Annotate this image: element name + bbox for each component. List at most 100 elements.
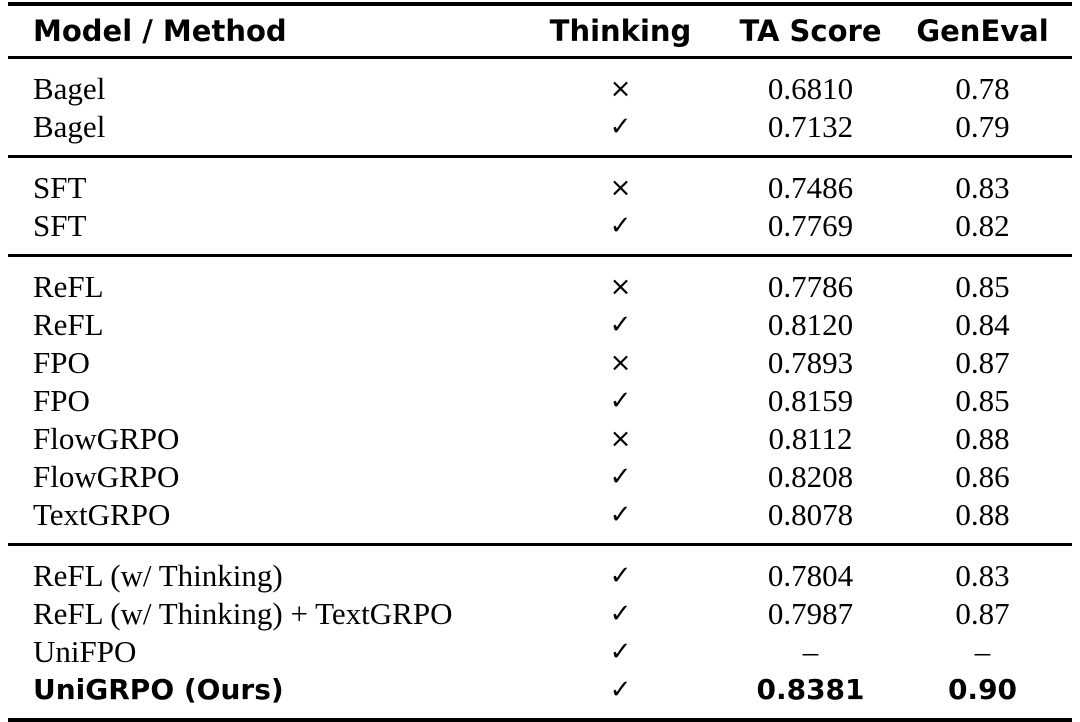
thinking-cell: ×	[513, 419, 728, 457]
section-ours: ReFL (w/ Thinking) ✓ 0.7804 0.83 ReFL (w…	[8, 545, 1072, 721]
geneval-cell: 0.87	[955, 595, 1010, 631]
ta-score-cell: 0.7987	[767, 595, 854, 631]
ta-score-cell: 0.8381	[756, 672, 865, 706]
model-cell: Bagel	[33, 70, 106, 106]
geneval-cell: 0.84	[955, 306, 1010, 342]
check-icon: ✓	[609, 561, 632, 591]
thinking-cell: ✓	[513, 107, 728, 157]
table-row: SFT × 0.7486 0.83	[8, 157, 1072, 207]
ta-score-cell: 0.7804	[767, 557, 854, 593]
header-ta-score: TA Score	[739, 14, 882, 48]
model-cell: FPO	[33, 382, 90, 418]
thinking-cell: ✓	[513, 594, 728, 632]
check-icon: ✓	[609, 462, 632, 492]
ta-score-cell: 0.8112	[768, 420, 853, 456]
geneval-cell: 0.87	[955, 344, 1010, 380]
section-baselines: ReFL × 0.7786 0.85 ReFL ✓ 0.8120 0.84 FP…	[8, 256, 1072, 545]
header-thinking: Thinking	[549, 14, 692, 48]
check-icon: ✓	[609, 310, 632, 340]
geneval-cell: 0.78	[955, 70, 1010, 106]
table-row: ReFL × 0.7786 0.85	[8, 256, 1072, 306]
geneval-cell: 0.83	[955, 557, 1010, 593]
check-icon: ✓	[609, 211, 632, 241]
cross-icon: ×	[609, 173, 632, 203]
thinking-cell: ✓	[513, 305, 728, 343]
ta-score-cell: 0.7769	[767, 207, 854, 243]
model-cell: Bagel	[33, 108, 106, 144]
table-row: ReFL ✓ 0.8120 0.84	[8, 305, 1072, 343]
model-cell: FlowGRPO	[33, 420, 180, 456]
table-row: FlowGRPO × 0.8112 0.88	[8, 419, 1072, 457]
cross-icon: ×	[609, 424, 632, 454]
table-row: ReFL (w/ Thinking) ✓ 0.7804 0.83	[8, 545, 1072, 595]
thinking-cell: ✓	[513, 381, 728, 419]
model-cell: SFT	[33, 207, 87, 243]
geneval-cell: 0.83	[955, 169, 1010, 205]
check-icon: ✓	[609, 637, 632, 667]
results-table: Model / Method Thinking TA Score GenEval…	[8, 2, 1072, 722]
thinking-cell: ×	[513, 58, 728, 108]
model-cell: ReFL (w/ Thinking)	[33, 557, 283, 593]
table-row: TextGRPO ✓ 0.8078 0.88	[8, 495, 1072, 545]
geneval-cell: 0.88	[955, 496, 1010, 532]
geneval-dash: –	[974, 633, 991, 669]
ta-score-cell: 0.8078	[767, 496, 854, 532]
thinking-cell: ✓	[513, 632, 728, 670]
table-row: UniFPO ✓ – –	[8, 632, 1072, 670]
geneval-cell: 0.82	[955, 207, 1010, 243]
geneval-cell: 0.85	[955, 268, 1010, 304]
cross-icon: ×	[609, 74, 632, 104]
check-icon: ✓	[609, 112, 632, 142]
check-icon: ✓	[609, 599, 632, 629]
table-row: FlowGRPO ✓ 0.8208 0.86	[8, 457, 1072, 495]
ta-score-cell: 0.7132	[767, 108, 854, 144]
check-icon: ✓	[609, 500, 632, 530]
table-row: Bagel ✓ 0.7132 0.79	[8, 107, 1072, 157]
model-cell: FPO	[33, 344, 90, 380]
table-row: FPO ✓ 0.8159 0.85	[8, 381, 1072, 419]
table-row-ours: UniGRPO (Ours) ✓ 0.8381 0.90	[8, 670, 1072, 720]
cross-icon: ×	[609, 348, 632, 378]
geneval-cell: 0.79	[955, 108, 1010, 144]
ta-score-cell: 0.7786	[767, 268, 854, 304]
geneval-cell: 0.90	[947, 672, 1018, 706]
table-row: FPO × 0.7893 0.87	[8, 343, 1072, 381]
thinking-cell: ✓	[513, 670, 728, 720]
model-cell: TextGRPO	[33, 496, 171, 532]
header-model-method: Model / Method	[33, 14, 287, 48]
ta-score-cell: 0.8208	[767, 458, 854, 494]
model-cell: SFT	[33, 169, 87, 205]
geneval-cell: 0.85	[955, 382, 1010, 418]
thinking-cell: ✓	[513, 495, 728, 545]
thinking-cell: ×	[513, 157, 728, 207]
section-bagel: Bagel × 0.6810 0.78 Bagel ✓ 0.7132 0.79	[8, 58, 1072, 157]
geneval-cell: 0.88	[955, 420, 1010, 456]
ta-score-dash: –	[802, 633, 819, 669]
model-cell: FlowGRPO	[33, 458, 180, 494]
model-cell: ReFL	[33, 268, 104, 304]
ta-score-cell: 0.6810	[767, 70, 854, 106]
section-sft: SFT × 0.7486 0.83 SFT ✓ 0.7769 0.82	[8, 157, 1072, 256]
table-header: Model / Method Thinking TA Score GenEval	[8, 4, 1072, 58]
thinking-cell: ×	[513, 256, 728, 306]
model-cell: ReFL (w/ Thinking) + TextGRPO	[33, 595, 453, 631]
model-cell: UniFPO	[33, 633, 137, 669]
header-row: Model / Method Thinking TA Score GenEval	[8, 4, 1072, 58]
cross-icon: ×	[609, 272, 632, 302]
ta-score-cell: 0.8120	[767, 306, 854, 342]
ta-score-cell: 0.8159	[767, 382, 854, 418]
header-geneval: GenEval	[916, 14, 1049, 48]
check-icon: ✓	[609, 675, 632, 705]
thinking-cell: ✓	[513, 206, 728, 256]
model-cell: ReFL	[33, 306, 104, 342]
model-cell: UniGRPO (Ours)	[33, 672, 284, 706]
table-row: SFT ✓ 0.7769 0.82	[8, 206, 1072, 256]
ta-score-cell: 0.7893	[767, 344, 854, 380]
thinking-cell: ✓	[513, 457, 728, 495]
ta-score-cell: 0.7486	[767, 169, 854, 205]
thinking-cell: ×	[513, 343, 728, 381]
table-row: Bagel × 0.6810 0.78	[8, 58, 1072, 108]
thinking-cell: ✓	[513, 545, 728, 595]
table-row: ReFL (w/ Thinking) + TextGRPO ✓ 0.7987 0…	[8, 594, 1072, 632]
geneval-cell: 0.86	[955, 458, 1010, 494]
